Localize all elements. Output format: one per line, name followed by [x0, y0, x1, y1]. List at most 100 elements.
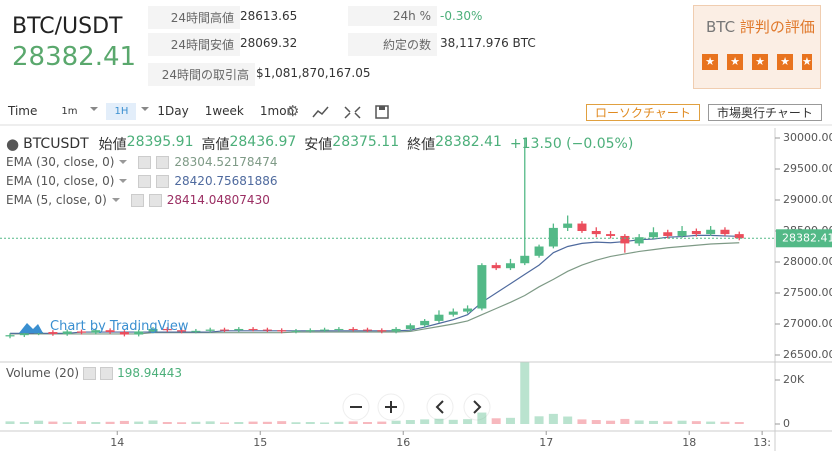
candle-body [634, 237, 644, 244]
y-tick-label: 29500.00 [783, 162, 832, 175]
candle-body [505, 263, 515, 269]
volume-bar [463, 419, 473, 424]
volume-bar [48, 421, 58, 424]
volume-bar [77, 421, 87, 424]
indicator-name: EMA (10, close, 0) [6, 174, 115, 188]
ohlc-label: 安値 [304, 137, 333, 153]
volume-bar [548, 413, 558, 424]
volume-bar [491, 418, 501, 424]
volume-bar [177, 422, 187, 424]
volume-bar [348, 421, 358, 424]
volume-bar [119, 420, 129, 424]
zoom-controls[interactable] [342, 393, 491, 421]
volume-bar [477, 412, 487, 424]
timeframe[interactable]: 1week [204, 104, 244, 118]
y-tick-label: 26500.00 [783, 348, 832, 361]
symbol: BTCUSDT [23, 136, 89, 152]
last-price-label: 28382.41 [782, 231, 832, 244]
volume-bar [591, 420, 601, 424]
candle-body [91, 330, 101, 333]
candle-body [162, 328, 172, 331]
timeframe[interactable]: 1Day [157, 104, 189, 118]
y-tick-label: 20K [783, 373, 805, 386]
ohlc-value: 28436.97 [229, 134, 297, 150]
volume-bar [577, 419, 587, 424]
candle-body [534, 246, 544, 256]
indicator-row: EMA (5, close, 0) 28414.04807430 [6, 193, 277, 207]
ohlc-item: 終値 28382.41 [407, 134, 502, 154]
volume-bar [134, 421, 144, 424]
candle-body [734, 234, 744, 239]
ohlc-label: 終値 [407, 137, 436, 153]
volume-bar [663, 421, 673, 424]
stat-label: 24時間の取引高 [148, 63, 255, 86]
volume-bar [420, 419, 430, 424]
indicator-legend: EMA (30, close, 0) 28304.52178474 EMA (10,… [6, 155, 277, 207]
candle-body [420, 320, 430, 326]
stat-value: 28069.32 [240, 36, 298, 50]
volume-bar [305, 422, 315, 424]
tool-icons[interactable] [312, 104, 422, 120]
stat-value: 28613.65 [240, 9, 298, 23]
watermark: Chart by TradingView [18, 318, 188, 334]
candle-body [577, 223, 587, 231]
volume-bar [105, 421, 115, 424]
volume-bar [219, 422, 229, 424]
candle-body [677, 231, 687, 236]
candle-body [591, 231, 601, 235]
candle-body [134, 331, 144, 335]
volume-bar [520, 362, 530, 424]
candle-body [720, 229, 730, 235]
candle-body [448, 311, 458, 315]
volume-bar [291, 422, 301, 424]
last-price-box [776, 229, 832, 248]
ohlc-item: 安値 28375.11 [304, 134, 399, 154]
volume-bar [34, 420, 44, 424]
timeframe[interactable]: 1mon [259, 104, 295, 118]
timeframe[interactable]: Time [8, 104, 38, 118]
candle-body [691, 231, 701, 235]
rating-box[interactable]: BTC 評判の評価 ★ ★ ★ ★ ★ [693, 5, 821, 89]
volume-bar [19, 422, 29, 424]
volume-value: 198.94443 [117, 366, 182, 380]
volume-bar [434, 418, 444, 424]
stat-label: 24h % [348, 6, 437, 26]
ohlc-item: 高値 28436.97 [201, 134, 296, 154]
indicator-row: EMA (30, close, 0) 28304.52178474 [6, 155, 277, 169]
volume-bar [448, 419, 458, 424]
x-tick-label: 17 [539, 436, 553, 449]
candle-body [191, 330, 201, 332]
x-tick-label: 15 [253, 436, 267, 449]
scroll-left[interactable] [426, 393, 454, 421]
rating-coin: BTC [706, 18, 736, 36]
timeframe[interactable]: 1H [106, 102, 137, 120]
volume-bar [320, 422, 330, 424]
candle-body [205, 329, 215, 331]
y-tick-label: 27500.00 [783, 286, 832, 299]
volume-bar [334, 421, 344, 424]
volume-bar [362, 422, 372, 424]
volume-bar [162, 422, 172, 424]
ohlc-value: 28375.11 [332, 134, 400, 150]
chart-type-button[interactable]: 市場奥行チャート [708, 104, 822, 121]
y-tick-label: 30000.00 [783, 131, 832, 144]
chart-type-button[interactable]: ローソクチャート [586, 104, 700, 121]
volume-bar [706, 421, 716, 424]
toolbar: Time 1m 1H 1Day 1week 1mon [0, 100, 302, 122]
stat-value: 38,117.976 BTC [440, 36, 536, 50]
pair: BTC/USDT [12, 14, 123, 39]
stat-label: 24時間高値 [148, 6, 240, 29]
volume-bar [734, 422, 744, 424]
volume-bar [91, 422, 101, 424]
volume-bar [391, 420, 401, 424]
candle-body [77, 331, 87, 333]
volume-bar [191, 421, 201, 424]
indicator-row: EMA (10, close, 0) 28420.75681886 [6, 174, 277, 188]
candle-body [234, 328, 244, 331]
timeframe[interactable]: 1m [61, 105, 78, 117]
settings-icon[interactable]: ⚙ [286, 102, 300, 120]
indicator-name: EMA (5, close, 0) [6, 193, 107, 207]
candle-body [706, 229, 716, 235]
scroll-right[interactable] [463, 393, 491, 421]
